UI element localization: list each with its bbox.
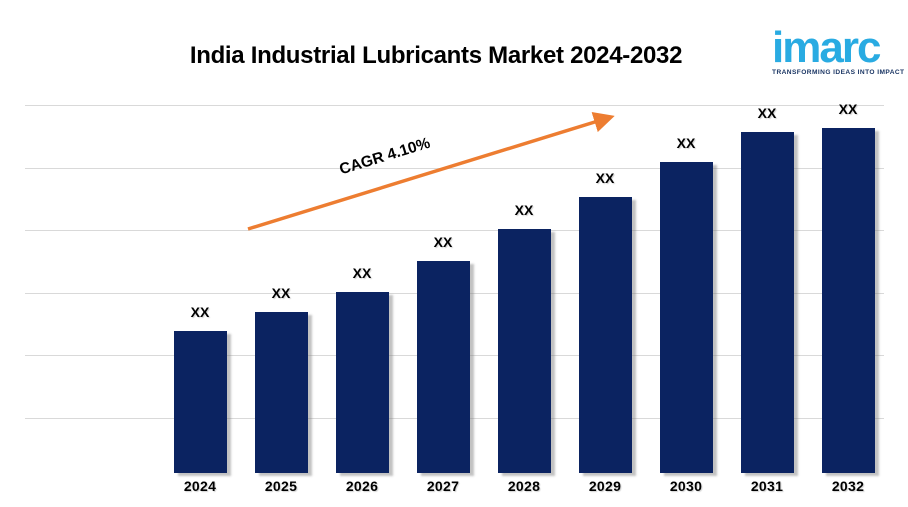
bar-value-label-2028: XX [514, 202, 534, 218]
bar-2026 [335, 292, 389, 473]
bar-value-label-2026: XX [352, 265, 372, 281]
bar-value-label-2032: XX [838, 101, 858, 117]
bar-2029 [578, 197, 632, 473]
bar-2027 [416, 261, 470, 473]
imarc-logo: imarc TRANSFORMING IDEAS INTO IMPACT [772, 23, 905, 77]
x-axis-label-2030: 2030 [669, 478, 703, 494]
bar-value-label-2027: XX [433, 234, 453, 250]
bar-value-label-2025: XX [271, 285, 291, 301]
bar-2031 [740, 132, 794, 473]
x-axis-label-2024: 2024 [183, 478, 217, 494]
bar-2030 [659, 162, 713, 473]
x-axis-label-2028: 2028 [507, 478, 541, 494]
x-axis-label-2025: 2025 [264, 478, 298, 494]
x-axis-label-2032: 2032 [831, 478, 865, 494]
bar-value-label-2029: XX [595, 170, 615, 186]
bar-value-label-2030: XX [676, 135, 696, 151]
bar-2024 [173, 331, 227, 473]
imarc-logo-wordmark: imarc [772, 23, 881, 72]
bar-value-label-2031: XX [757, 105, 777, 121]
x-axis-label-2031: 2031 [750, 478, 784, 494]
x-axis-label-2026: 2026 [345, 478, 379, 494]
bar-2028 [497, 229, 551, 473]
imarc-logo-tagline: TRANSFORMING IDEAS INTO IMPACT [772, 69, 905, 76]
x-axis-label-2027: 2027 [426, 478, 460, 494]
bar-2025 [254, 312, 308, 473]
x-axis-label-2029: 2029 [588, 478, 622, 494]
bar-value-label-2024: XX [190, 304, 210, 320]
chart-title: India Industrial Lubricants Market 2024-… [189, 42, 683, 69]
bar-2032 [821, 128, 875, 473]
gridline [25, 105, 884, 106]
